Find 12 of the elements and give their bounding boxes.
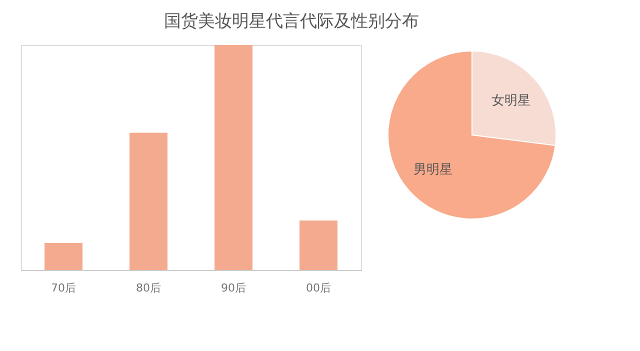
bar (300, 220, 338, 270)
bar (44, 243, 82, 270)
bar (214, 45, 252, 270)
x-tick-label: 00后 (306, 282, 331, 294)
chart-title: 国货美妆明星代言代际及性别分布 (164, 12, 419, 32)
x-tick-label: 80后 (136, 282, 161, 294)
x-tick-label: 90后 (221, 282, 246, 294)
pie-slice (388, 50, 556, 220)
bar (130, 132, 168, 270)
slice-label: 女明星 (492, 94, 531, 109)
x-tick-label: 70后 (51, 282, 76, 294)
slice-label: 男明星 (413, 162, 452, 178)
